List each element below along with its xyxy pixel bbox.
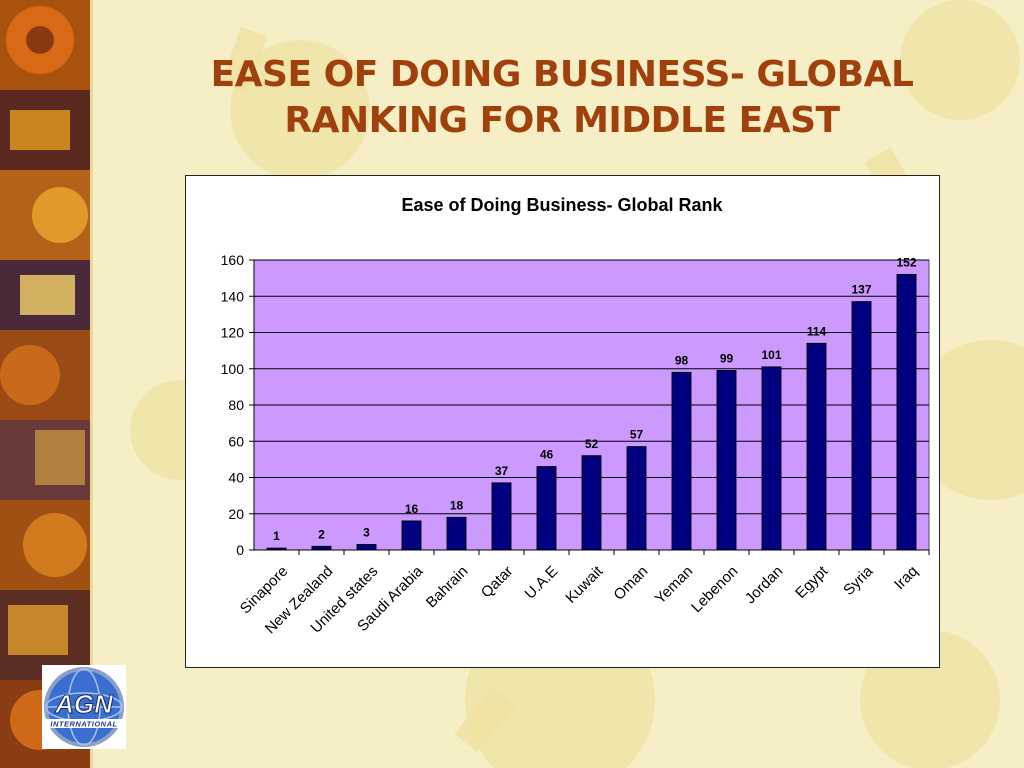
bar-data-label: 18 [450, 498, 464, 512]
y-tick-label: 160 [221, 252, 245, 268]
x-tick-label: Kuwait [562, 562, 606, 606]
y-tick-label: 140 [221, 288, 245, 304]
y-tick-label: 20 [228, 506, 244, 522]
bar-data-label: 37 [495, 464, 509, 478]
bar-yeman [671, 371, 692, 551]
bar-data-label: 137 [851, 283, 871, 297]
chart-title: Ease of Doing Business- Global Rank [401, 195, 723, 215]
x-tick-label: Iraq [891, 563, 921, 593]
bar-saudi-arabia [401, 520, 422, 551]
y-tick-label: 0 [236, 542, 244, 558]
bar-bahrain [446, 516, 467, 551]
bar-u-a-e [536, 466, 557, 551]
x-tick-label: Lebenon [688, 563, 741, 616]
bar-new-zealand [311, 545, 332, 551]
bar-syria [851, 301, 872, 551]
x-tick-label: Bahrain [423, 563, 472, 612]
bar-data-label: 3 [363, 526, 370, 540]
agn-logo: AGN INTERNATIONAL [42, 665, 126, 749]
bar-iraq [896, 274, 917, 551]
logo-subtext: INTERNATIONAL [50, 720, 117, 729]
y-tick-label: 100 [221, 361, 245, 377]
y-tick-label: 80 [228, 397, 244, 413]
x-tick-label: Egypt [792, 562, 832, 602]
bar-data-label: 152 [896, 256, 916, 270]
bar-data-label: 16 [405, 502, 419, 516]
bar-oman [626, 446, 647, 551]
x-tick-label: U.A.E [522, 563, 562, 603]
bar-lebenon [716, 370, 737, 551]
x-tick-label: Yeman [652, 563, 697, 608]
y-tick-label: 40 [228, 470, 244, 486]
bar-data-label: 1 [273, 529, 280, 543]
slide-title-line-2: RANKING FOR MIDDLE EAST [284, 100, 840, 141]
bar-kuwait [581, 455, 602, 551]
bar-data-labels: 1 2 3 16 18 37 46 52 57 98 99 101 114 137 152 [273, 256, 917, 544]
bar-egypt [806, 342, 827, 551]
bar-data-label: 57 [630, 428, 644, 442]
bar-data-label: 2 [318, 527, 325, 541]
bar-data-label: 99 [720, 352, 734, 366]
bar-data-label: 101 [761, 348, 781, 362]
bar-united-states [356, 544, 377, 551]
bar-data-label: 52 [585, 437, 599, 451]
y-axis: 0 20 40 60 80 100 120 140 160 [221, 252, 255, 558]
x-tick-label: Oman [610, 563, 651, 604]
x-tick-label: Jordan [742, 563, 786, 607]
bar-data-label: 46 [540, 448, 554, 462]
x-tick-label: Syria [840, 562, 877, 599]
decorative-strip [0, 0, 93, 768]
bar-data-label: 98 [675, 353, 689, 367]
x-tick-label: Qatar [478, 563, 517, 602]
slide-title-line-1: EASE OF DOING BUSINESS- GLOBAL [210, 54, 914, 95]
bar-chart: Ease of Doing Business- Global Rank 0 20 4… [221, 195, 930, 637]
bar-jordan [761, 366, 782, 551]
logo-text: AGN [54, 689, 114, 719]
bar-data-label: 114 [807, 324, 827, 338]
bar-qatar [491, 482, 512, 551]
slide-title: EASE OF DOING BUSINESS- GLOBAL RANKING F… [100, 52, 1024, 144]
y-tick-label: 120 [221, 325, 245, 341]
chart-panel: Ease of Doing Business- Global Rank 0 20 4… [185, 175, 940, 668]
y-tick-label: 60 [228, 433, 244, 449]
